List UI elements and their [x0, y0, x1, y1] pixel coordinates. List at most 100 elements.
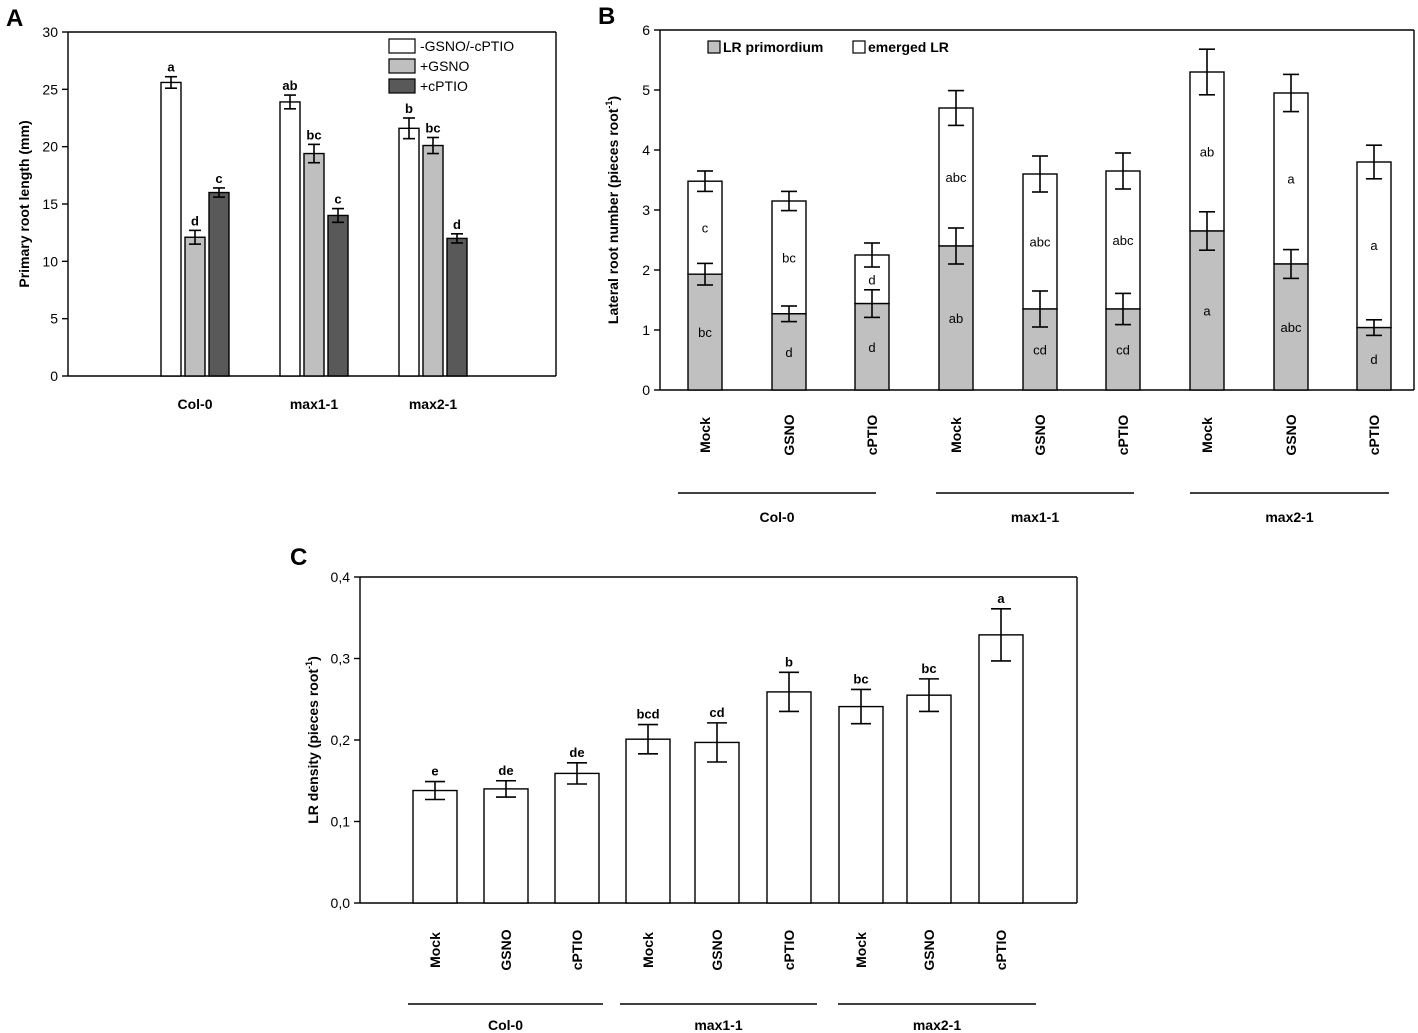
- panel-a-errorbar: [189, 229, 201, 245]
- panel-b-ytick-label: 2: [642, 262, 650, 278]
- panel-b-bar-emerged: [1105, 170, 1141, 310]
- panel-a-legend-label: +GSNO: [420, 58, 470, 74]
- panel-b-sig-letter-emerged: a: [1287, 172, 1295, 187]
- panel-c-ytick-label: 0,2: [331, 732, 351, 748]
- panel-c-category-label: GSNO: [921, 929, 937, 970]
- panel-b-bar-emerged: [1273, 92, 1309, 265]
- panel-b-errorbar-primordium: [1115, 292, 1131, 326]
- panel-b-chart: Lateral root number (pieces root-1) 0 1 2 3…: [604, 22, 1415, 525]
- panel-b-bar-primordium: [938, 245, 974, 391]
- panel-b-category-label: GSNO: [781, 414, 797, 455]
- panel-b-sig-letter-primordium: ab: [949, 311, 963, 326]
- panel-a-ylabel: Primary root length (mm): [16, 120, 32, 287]
- panel-b-errorbar-primordium: [1032, 290, 1048, 328]
- panel-b-bar-primordium: [687, 273, 723, 391]
- panel-a-errorbar: [427, 136, 439, 155]
- panel-a-errorbar: [165, 75, 177, 89]
- panel-b-sig-letter-emerged: ab: [1200, 145, 1214, 160]
- panel-a-errorbar: [213, 187, 225, 198]
- panel-b-errorbar-primordium: [864, 288, 880, 319]
- panel-a-ytick-label: 0: [50, 368, 58, 384]
- panel-b-errorbar-primordium: [781, 305, 797, 323]
- panel-b-errorbar-primordium: [1283, 248, 1299, 280]
- panel-c-ylabel: LR density (pieces root-1): [304, 656, 321, 824]
- panel-a-ytick-label: 20: [42, 139, 58, 155]
- panel-b-sig-letter-primordium: cd: [1116, 343, 1130, 358]
- panel-b-errorbar-primordium: [697, 262, 713, 286]
- panel-b-category-label: GSNO: [1032, 414, 1048, 455]
- panel-a-bar: [303, 152, 325, 377]
- panel-a-errorbar: [284, 94, 296, 110]
- panel-a-bar: [279, 101, 301, 377]
- panel-b-bar-emerged: [687, 180, 723, 275]
- panel-c-category-label: GSNO: [498, 929, 514, 970]
- panel-b-sig-letter-emerged: abc: [946, 170, 967, 185]
- panel-c-bar: [483, 788, 529, 904]
- panel-b-legend-swatch: [707, 40, 721, 54]
- panel-a-bar: [327, 214, 349, 377]
- panel-a-ytick-label: 10: [42, 253, 58, 269]
- panel-b-sig-letter-primordium: d: [1370, 352, 1377, 367]
- panel-c-bar: [838, 705, 884, 904]
- panel-b-ytick-label: 1: [642, 322, 650, 338]
- panel-a-category-label: max1-1: [290, 396, 338, 412]
- panel-a-bar: [422, 144, 444, 377]
- panel-c-group-label: max1-1: [694, 1017, 742, 1033]
- panel-b-bar-primordium: [1356, 326, 1392, 391]
- panel-c-errorbar: [919, 678, 939, 713]
- panel-a-bar: [184, 236, 206, 377]
- panel-b-sig-letter-emerged: abc: [1113, 233, 1134, 248]
- panel-a-legend-swatch: [388, 58, 416, 74]
- panel-c-category-label: Mock: [640, 932, 656, 968]
- panel-c-sig-letter: de: [498, 763, 513, 778]
- panel-b-category-label: cPTIO: [864, 415, 880, 456]
- panel-c-errorbar: [991, 607, 1011, 662]
- panel-b-category-label: Mock: [697, 417, 713, 453]
- panel-c-ytick-label: 0,0: [331, 895, 351, 911]
- panel-b-sig-letter-primordium: d: [785, 345, 792, 360]
- panel-b-errorbar-emerged: [781, 190, 797, 212]
- panel-a-sig-letter: c: [334, 192, 341, 207]
- panel-b-legend: LR primordium emerged LR: [707, 39, 949, 55]
- panel-c-sig-letter: de: [569, 745, 584, 760]
- panel-b-errorbar-emerged: [697, 170, 713, 193]
- panel-a-ytick-label: 5: [50, 311, 58, 327]
- panel-c-category-label: cPTIO: [781, 930, 797, 971]
- panel-b-legend-label: emerged LR: [868, 39, 949, 55]
- panel-b-errorbar-primordium: [1366, 318, 1382, 337]
- panel-b-sig-letter-emerged: c: [702, 221, 709, 236]
- panel-a-bar: [160, 81, 182, 377]
- panel-c-group-label: max2-1: [913, 1017, 961, 1033]
- panel-b-ylabel: Lateral root number (pieces root-1): [604, 96, 621, 324]
- panel-b-group-label: Col-0: [760, 509, 795, 525]
- panel-b-category-label: Mock: [948, 417, 964, 453]
- panel-b-errorbar-emerged: [1283, 73, 1299, 113]
- panel-b-ytick-label: 3: [642, 202, 650, 218]
- panel-a-errorbar: [403, 117, 415, 140]
- panel-b-sig-letter-primordium: d: [868, 340, 875, 355]
- panel-c-sig-letter: b: [785, 654, 793, 669]
- panel-b-sig-letter-emerged: a: [1370, 238, 1378, 253]
- panel-b-errorbar-primordium: [1199, 211, 1215, 251]
- panel-a-bar: [446, 237, 468, 377]
- panel-c-sig-letter: bcd: [636, 707, 659, 722]
- panel-c-errorbar: [779, 671, 799, 713]
- panel-b-sig-letter-primordium: a: [1203, 304, 1211, 319]
- panel-a-category-label: Col-0: [178, 396, 213, 412]
- panel-b-errorbar-emerged: [948, 89, 964, 127]
- panel-b-bar-emerged: [1356, 161, 1392, 329]
- panel-a-sig-letter: bc: [306, 127, 321, 142]
- panel-b-errorbar-emerged: [1115, 152, 1131, 190]
- panel-c-bar: [694, 741, 740, 904]
- panel-a-sig-letter: d: [191, 213, 199, 228]
- panel-b-category-label: cPTIO: [1366, 415, 1382, 456]
- panel-a-ytick-label: 30: [42, 24, 58, 40]
- panel-b-errorbar-emerged: [1032, 155, 1048, 193]
- panel-a-errorbar: [308, 143, 320, 164]
- panel-c-errorbar: [496, 779, 516, 798]
- panel-c-errorbar: [567, 762, 587, 785]
- panel-c-errorbar: [851, 688, 871, 725]
- panel-b-bar-emerged: [771, 200, 807, 315]
- panel-c-chart: LR density (pieces root-1) 0,0 0,1 0,2 0,3 0…: [304, 569, 1078, 1033]
- panel-b-sig-letter-primordium: cd: [1033, 343, 1047, 358]
